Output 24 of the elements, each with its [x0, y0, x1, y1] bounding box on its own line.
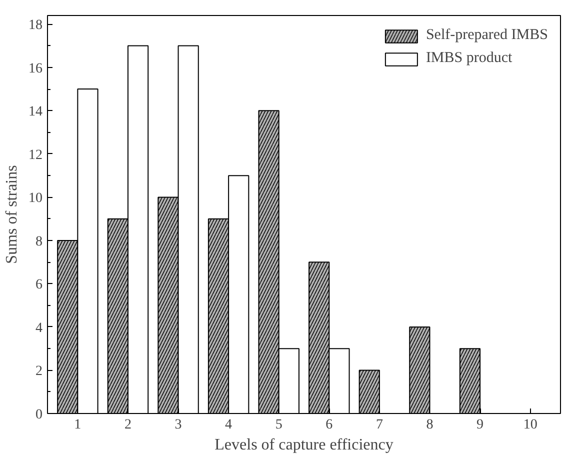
y-tick-label: 14	[28, 104, 42, 120]
x-tick-label: 6	[326, 418, 333, 432]
x-axis-title: Levels of capture efficiency	[214, 436, 394, 454]
y-tick-label: 2	[36, 364, 42, 380]
x-tick-label: 2	[124, 418, 132, 432]
y-tick-label: 0	[36, 408, 42, 422]
y-tick-label: 6	[36, 278, 42, 293]
y-tick-label: 16	[28, 61, 42, 76]
y-tick-label: 10	[28, 191, 42, 206]
legend-label: Self-prepared IMBS	[426, 27, 548, 44]
y-tick-label: 4	[36, 320, 42, 336]
x-tick-label: 10	[523, 418, 538, 432]
x-tick-label: 5	[275, 418, 282, 432]
x-tick-label: 1	[74, 418, 82, 432]
y-axis-title: Sums of strains	[4, 165, 20, 264]
y-tick-label: 8	[36, 234, 42, 250]
x-tick-label: 4	[225, 418, 232, 432]
x-tick-label: 7	[376, 418, 383, 432]
x-tick-label: 8	[426, 418, 434, 432]
x-tick-label: 9	[476, 418, 484, 432]
y-tick-label: 12	[28, 148, 42, 163]
y-tick-label: 18	[28, 18, 42, 34]
x-tick-label: 3	[174, 418, 182, 432]
legend-label: IMBS product	[426, 50, 512, 67]
